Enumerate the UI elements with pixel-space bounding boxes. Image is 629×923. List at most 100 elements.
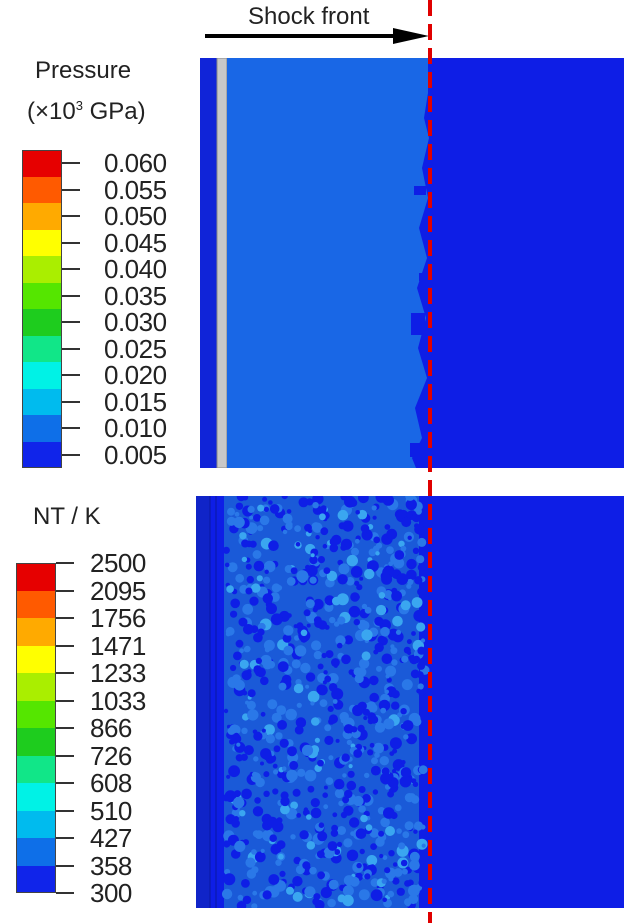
temperature-tick-label: 1233	[90, 658, 146, 688]
temperature-texture-blob	[252, 806, 264, 817]
temperature-texture-blob	[374, 722, 386, 733]
temperature-texture-blob	[309, 555, 318, 565]
temperature-texture-blob	[312, 598, 324, 610]
temperature-texture-blob	[353, 749, 363, 758]
temperature-texture-blob	[245, 563, 252, 570]
temperature-texture-blob	[244, 645, 251, 653]
temperature-texture-blob	[314, 737, 320, 743]
temperature-texture-blob	[419, 802, 430, 813]
temperature-texture-blob	[414, 576, 423, 585]
temperature-texture-blob	[266, 603, 277, 615]
temperature-texture-blob	[346, 780, 357, 791]
temperature-texture-blob	[387, 596, 392, 601]
temperature-texture-blob	[235, 502, 244, 510]
temperature-texture-blob	[391, 701, 400, 710]
pressure-tick	[62, 400, 80, 403]
temperature-texture-blob	[254, 797, 261, 804]
temperature-legend-title: NT / K	[33, 503, 101, 530]
temperature-texture-blob	[392, 862, 398, 867]
temperature-texture-blob	[353, 795, 364, 807]
temperature-texture-blob	[304, 886, 316, 898]
temperature-texture-blob	[373, 536, 381, 544]
temperature-texture-blob	[235, 754, 244, 762]
temperature-tick	[56, 589, 74, 592]
temperature-texture-blob	[297, 768, 306, 777]
temperature-texture-blob	[355, 828, 367, 839]
temperature-texture-blob	[375, 837, 385, 847]
temperature-tick-label: 300	[90, 878, 132, 908]
pressure-colorbar: 0.060 0.055 0.050 0.045 0.040 0.035 0.030 0.025…	[0, 0, 200, 480]
temperature-tick	[56, 782, 74, 784]
temperature-texture-blob	[357, 702, 365, 711]
temperature-texture-blob	[294, 635, 300, 641]
temperature-texture-blob	[343, 838, 353, 848]
temperature-texture-blob	[301, 744, 314, 756]
temperature-texture-blob	[295, 542, 301, 547]
temperature-texture-blob	[334, 788, 345, 799]
temperature-texture-blob	[387, 890, 395, 898]
temperature-texture-blob	[381, 653, 393, 665]
temperature-texture-blob	[294, 645, 307, 657]
pressure-legend-unit: (×103 GPa)	[27, 92, 146, 126]
temperature-texture-blob	[225, 631, 231, 637]
temperature-texture-blob	[291, 659, 301, 669]
temperature-texture-blob	[224, 790, 237, 803]
temperature-texture-blob	[311, 717, 320, 726]
pressure-legend-title: Pressure	[35, 57, 131, 85]
temperature-texture-blob	[404, 898, 412, 906]
temperature-texture-blob	[292, 788, 301, 797]
temperature-texture-blob	[420, 638, 426, 643]
temperature-texture-blob	[337, 559, 343, 566]
temperature-texture-blob	[254, 669, 259, 674]
temperature-texture-blob	[393, 868, 403, 877]
temperature-texture-blob	[342, 520, 354, 532]
pressure-tick	[62, 162, 80, 165]
temperature-texture-blob	[338, 563, 350, 575]
temperature-texture-blob	[383, 807, 395, 819]
pressure-tick-label: 0.005	[104, 439, 167, 470]
temperature-texture-blob	[253, 756, 259, 762]
temperature-texture-blob	[355, 594, 360, 600]
temperature-texture-blob	[417, 683, 424, 690]
temperature-texture-blob	[331, 658, 340, 667]
temperature-texture-blob	[340, 544, 347, 551]
temperature-texture-blob	[303, 807, 309, 812]
temperature-texture-blob	[277, 720, 287, 730]
temperature-texture-blob	[263, 560, 276, 573]
temperature-texture-blob	[305, 672, 316, 682]
temperature-texture-blob	[317, 663, 324, 670]
temperature-texture-blob	[335, 781, 341, 787]
temperature-texture-blob	[233, 732, 240, 739]
temperature-texture-blob	[327, 841, 338, 851]
temperature-texture-blob	[342, 894, 354, 907]
temperature-texture-blob	[417, 563, 425, 571]
temperature-texture-blob	[373, 649, 379, 655]
temperature-texture-blob	[384, 689, 389, 695]
temperature-texture-blob	[365, 824, 373, 831]
temperature-texture-blob	[385, 665, 397, 677]
temperature-texture-blob	[391, 587, 398, 594]
temperature-texture-blob	[293, 683, 304, 694]
temperature-texture-blob	[239, 659, 249, 669]
temperature-texture-blob	[253, 514, 261, 522]
temperature-tick	[56, 892, 74, 894]
temperature-texture-blob	[379, 756, 389, 766]
temperature-texture-blob	[286, 509, 292, 514]
temperature-texture-blob	[401, 517, 412, 528]
temperature-texture-blob	[416, 555, 425, 564]
temperature-texture-blob	[227, 727, 236, 735]
temperature-texture-blob	[268, 540, 279, 551]
pressure-title-line1: Pressure	[35, 57, 132, 84]
temperature-texture-blob	[270, 613, 283, 626]
temperature-texture-blob	[407, 793, 416, 802]
pressure-color-cell	[22, 229, 62, 256]
temperature-texture-blob	[275, 859, 282, 866]
temperature-texture-blob	[371, 757, 378, 765]
temperature-texture-blob	[263, 724, 275, 736]
temperature-texture-blob	[305, 599, 315, 609]
temperature-texture-blob	[234, 511, 240, 517]
temperature-texture-blob	[330, 829, 339, 837]
temperature-texture-blob	[416, 622, 426, 632]
temperature-texture-blob	[392, 768, 397, 774]
temperature-texture-blob	[319, 699, 328, 707]
